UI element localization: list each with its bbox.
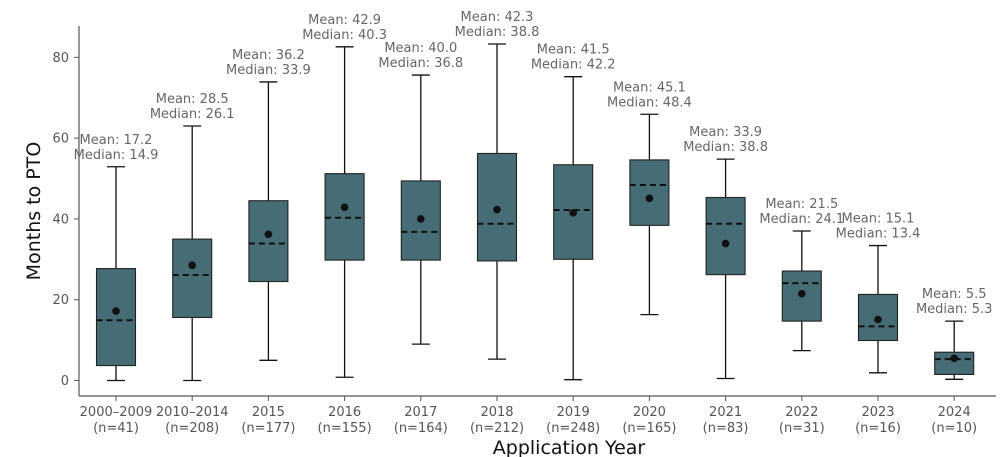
x-tick-label: 2000–2009 (80, 405, 153, 420)
median-annotation: Median: 5.3 (916, 302, 992, 317)
x-tick-count-label: (n=31) (779, 421, 825, 436)
mean-annotation: Mean: 41.5 (537, 43, 610, 58)
median-annotation: Median: 13.4 (836, 227, 921, 242)
mean-annotation: Mean: 33.9 (689, 125, 762, 140)
iqr-box (248, 200, 289, 283)
mean-marker (569, 209, 577, 217)
x-tick-count-label: (n=165) (622, 421, 676, 436)
ticks-layer: 0 20 40 60 80 2000–2009(n=41) 2010–2014(n=208)… (52, 51, 977, 436)
x-tick-count-label: (n=155) (318, 421, 372, 436)
x-tick-count-label: (n=248) (546, 421, 600, 436)
iqr-box (705, 196, 746, 276)
x-tick-label: 2019 (557, 405, 590, 420)
iqr-box (629, 159, 670, 226)
iqr-box (172, 238, 213, 319)
mean-marker (188, 261, 196, 270)
x-tick-label: 2018 (480, 405, 513, 420)
iqr-box (553, 164, 594, 260)
mean-annotation: Mean: 42.9 (308, 13, 381, 28)
x-axis-title: Application Year (493, 437, 646, 457)
y-tick-label: 60 (52, 132, 69, 147)
x-tick-count-label: (n=83) (703, 421, 749, 436)
mean-marker (950, 354, 958, 363)
x-tick-label: 2024 (938, 405, 971, 420)
x-tick-label: 2022 (785, 405, 818, 420)
y-axis-title: Months to PTO (23, 142, 45, 281)
mean-marker (645, 194, 654, 203)
median-annotation: Median: 36.8 (378, 56, 463, 71)
x-tick-label: 2023 (861, 405, 894, 420)
median-annotation: Median: 48.4 (607, 95, 692, 110)
median-annotation: Median: 38.8 (683, 140, 768, 155)
median-annotation: Median: 26.1 (150, 107, 235, 122)
mean-annotation: Mean: 42.3 (461, 10, 534, 25)
mean-marker (798, 289, 806, 298)
x-tick-label: 2020 (633, 405, 666, 420)
median-annotation: Median: 14.9 (74, 148, 159, 163)
mean-marker (264, 230, 273, 239)
mean-annotation: Mean: 15.1 (842, 212, 915, 227)
mean-marker (874, 315, 882, 324)
x-tick-label: 2015 (252, 405, 285, 420)
x-tick-count-label: (n=212) (470, 421, 524, 436)
x-tick-label: 2021 (709, 405, 742, 420)
boxes-layer (95, 43, 975, 382)
x-tick-label: 2016 (328, 405, 361, 420)
y-tick-label: 20 (52, 293, 69, 308)
y-tick-label: 40 (52, 212, 69, 227)
median-annotation: Median: 38.8 (455, 25, 540, 40)
axes-layer (78, 26, 996, 397)
median-annotation: Median: 33.9 (226, 63, 311, 78)
iqr-box (95, 268, 137, 367)
x-tick-count-label: (n=177) (241, 421, 295, 436)
mean-marker (493, 205, 501, 214)
mean-annotation: Mean: 5.5 (922, 287, 987, 302)
x-tick-label: 2017 (404, 405, 437, 420)
median-annotation: Median: 24.1 (759, 212, 844, 227)
x-tick-label: 2010–2014 (156, 405, 229, 420)
x-tick-count-label: (n=164) (394, 421, 448, 436)
y-tick-label: 0 (61, 374, 69, 389)
y-tick-label: 80 (52, 51, 69, 66)
median-annotation: Median: 40.3 (302, 28, 387, 43)
iqr-box (934, 351, 975, 375)
mean-annotation: Mean: 21.5 (765, 197, 838, 212)
mean-annotation: Mean: 45.1 (613, 80, 686, 95)
mean-annotation: Mean: 40.0 (384, 41, 457, 56)
x-tick-count-label: (n=10) (931, 421, 977, 436)
mean-marker (112, 307, 120, 315)
x-tick-count-label: (n=208) (165, 421, 219, 436)
x-tick-count-label: (n=16) (855, 421, 901, 436)
mean-marker (417, 215, 425, 223)
mean-annotation: Mean: 17.2 (80, 133, 153, 148)
mean-marker (340, 203, 349, 211)
mean-marker (721, 239, 730, 248)
median-annotation: Median: 42.2 (531, 58, 616, 73)
x-tick-count-label: (n=41) (93, 421, 139, 436)
mean-annotation: Mean: 36.2 (232, 48, 305, 63)
mean-annotation: Mean: 28.5 (156, 92, 229, 107)
